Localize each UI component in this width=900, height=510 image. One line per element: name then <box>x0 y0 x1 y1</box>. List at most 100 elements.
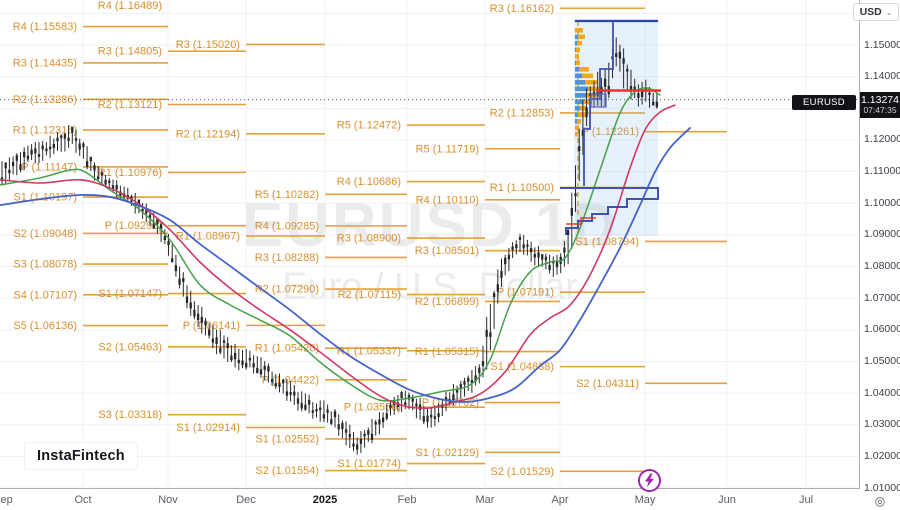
price-axis-label: 1.12000 <box>864 133 900 146</box>
pivot-level-label: R4 (1.10110) <box>416 194 479 206</box>
current-price-time: 07:47:35 <box>863 105 897 116</box>
price-axis-label: 1.04000 <box>864 386 900 399</box>
moving-averages-layer <box>0 87 691 410</box>
volume-profile-bar <box>575 106 587 111</box>
currency-dropdown[interactable]: USD ⌄ <box>853 3 899 21</box>
pivot-level-label: S2 (1.01529) <box>490 466 554 478</box>
volume-profile-bar <box>575 60 580 66</box>
pivot-level-label: R3 (1.16162) <box>490 3 554 15</box>
time-axis-label: Jul <box>798 494 814 506</box>
current-price-value: 1.13274 <box>861 94 899 107</box>
current-price-badge: 1.13274 07:47:35 <box>860 92 900 118</box>
pivot-level-label: R4 (1.15583) <box>13 21 77 33</box>
pivot-level-label: S2 (1.01554) <box>255 465 319 477</box>
ma-mid-line <box>0 104 676 410</box>
pivot-level-label: R3 (1.08288) <box>255 252 319 264</box>
time-axis-label: Sep <box>0 494 13 506</box>
pivot-level-label: S1 (1.08794) <box>575 236 639 248</box>
red-step-line <box>566 217 596 225</box>
pivot-level-label: R1 (1.05315) <box>415 346 479 358</box>
volume-profile-bar-sub <box>575 112 578 118</box>
pivot-level-label: R1 (1.10976) <box>98 167 162 179</box>
pivot-level-label: S1 (1.07147) <box>98 288 162 300</box>
time-axis-label: Apr <box>551 494 569 506</box>
price-axis-label: 1.11000 <box>864 165 900 178</box>
pivot-level-label: R5 (1.11719) <box>416 143 479 155</box>
pivot-level-label: R1 (1.05337) <box>337 345 401 357</box>
pivot-level-label: S1 (1.02552) <box>255 433 319 445</box>
price-axis-label: 1.06000 <box>864 323 900 336</box>
pivot-level-label: P (1.06141) <box>183 320 240 332</box>
volume-profile-bar-sub <box>575 80 585 85</box>
pivot-level-label: P (1.09292) <box>105 220 162 232</box>
time-axis[interactable]: Sep Oct Nov Dec 2025 Feb Mar Apr May Jun Jul <box>0 488 860 510</box>
price-axis-label: 1.02000 <box>864 449 900 462</box>
pivot-level-label: R3 (1.15020) <box>176 39 240 51</box>
price-axis[interactable]: 1.15000 1.14000 1.12000 1.11000 1.10000 1.090… <box>859 0 900 510</box>
volume-profile-bar-sub <box>575 34 578 40</box>
chart-canvas[interactable]: R4 (1.15583)R3 (1.14435)R2 (1.13286)R1 (… <box>0 0 860 489</box>
volume-profile-bar-sub <box>575 93 586 98</box>
time-axis-label: May <box>634 494 656 506</box>
volume-profile-bar-sub <box>575 67 579 72</box>
pivot-level-label: R1 (1.12316) <box>13 124 77 136</box>
pivot-level-label: R2 (1.12194) <box>176 128 240 140</box>
pivot-level-label: S1 (1.01774) <box>337 458 401 470</box>
pivot-level-label: S5 (1.06136) <box>13 320 77 332</box>
time-axis-label: Dec <box>236 494 256 506</box>
pivot-level-label: S4 (1.07107) <box>13 289 77 301</box>
price-axis-label: 1.07000 <box>864 291 900 304</box>
volume-profile-bar <box>575 67 589 72</box>
price-axis-label: 1.14000 <box>864 70 900 83</box>
volume-profile-bar-sub <box>575 86 588 92</box>
volume-profile-bar <box>575 73 593 79</box>
pivot-level-label: S2 (1.05463) <box>98 341 162 353</box>
pivot-level-label: R2 (1.07290) <box>255 284 319 296</box>
volume-profile-bar-sub <box>575 41 577 46</box>
time-axis-label: 2025 <box>312 494 338 506</box>
price-axis-label: 1.09000 <box>864 228 900 241</box>
step-node-box <box>590 93 607 108</box>
settings-icon[interactable]: ◎ <box>874 494 886 508</box>
pivot-level-label: R1 (1.10500) <box>490 182 554 194</box>
pivot-level-label: S3 (1.08078) <box>13 259 77 271</box>
volume-profile-bar-sub <box>575 47 576 53</box>
pivot-level-label: R1 (1.05420) <box>255 343 319 355</box>
pivot-level-label: R1 (1.08967) <box>176 230 240 242</box>
lightning-icon <box>645 473 654 488</box>
step-indicator-layer <box>560 19 659 235</box>
pivot-level-label: P (1.11147) <box>21 161 77 173</box>
quick-trade-button[interactable] <box>638 469 661 492</box>
time-axis-label: Jun <box>718 494 736 506</box>
price-axis-label: 1.10000 <box>864 196 900 209</box>
price-axis-label: 1.01000 <box>864 481 900 494</box>
ma-slow-line <box>0 127 691 403</box>
price-axis-label: 1.05000 <box>864 354 900 367</box>
pivot-level-label: R4 (1.16489) <box>98 0 162 12</box>
volume-profile-bar <box>575 112 586 118</box>
volume-profile-bar <box>575 125 579 131</box>
drawings-layer[interactable] <box>566 89 661 225</box>
pivot-level-label: R2 (1.06899) <box>415 296 479 308</box>
pivot-level-label: R3 (1.08501) <box>415 245 479 257</box>
ma-fast-line <box>0 87 661 402</box>
pivot-level-label: R5 (1.10282) <box>255 189 319 201</box>
volume-profile-bar <box>575 47 580 53</box>
pivot-level-label: R3 (1.14435) <box>13 57 77 69</box>
pivot-level-label: P (1.03556) <box>344 402 401 414</box>
symbol-price-tag: EURUSD <box>792 95 856 110</box>
time-axis-label: Nov <box>158 494 178 506</box>
volume-profile-bar-sub <box>575 106 580 111</box>
volume-profile-bar <box>575 132 578 137</box>
time-axis-label: Feb <box>397 494 417 506</box>
pivot-level-label: R2 (1.13121) <box>98 99 162 111</box>
pivot-level-label: P (1.07191) <box>497 287 554 299</box>
instafintech-logo: InstaFintech <box>24 442 138 470</box>
pivot-level-label: R3 (1.14805) <box>98 46 162 58</box>
pivot-level-label: R4 (1.09285) <box>255 220 319 232</box>
price-axis-label: 1.15000 <box>864 38 900 51</box>
volume-profile-bar-sub <box>575 119 577 124</box>
volume-profile-bar <box>575 80 597 85</box>
volume-profile-bar <box>575 119 581 124</box>
